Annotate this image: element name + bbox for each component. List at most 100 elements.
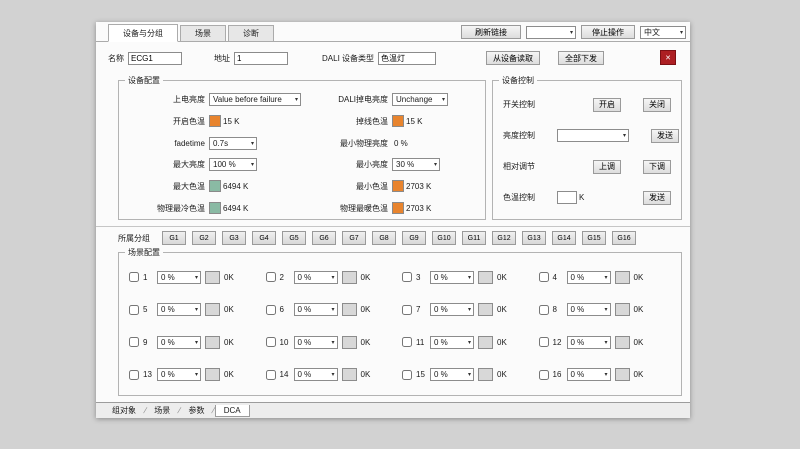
group-button-g13[interactable]: G13 bbox=[522, 231, 546, 245]
scene-brightness-dropdown[interactable]: 0 % ▾ bbox=[430, 368, 474, 382]
scene-colortemp-box[interactable] bbox=[341, 335, 357, 349]
send-brightness-button[interactable]: 发送 bbox=[651, 128, 679, 143]
scene-brightness-dropdown[interactable]: 0 % ▾ bbox=[157, 368, 201, 382]
group-button-g5[interactable]: G5 bbox=[282, 231, 306, 245]
send-all-button[interactable]: 全部下发 bbox=[558, 51, 605, 65]
fadetime-dropdown[interactable]: 0.7s ▾ bbox=[209, 136, 257, 150]
scene-checkbox[interactable] bbox=[538, 369, 549, 380]
scene-brightness-dropdown[interactable]: 0 % ▾ bbox=[157, 303, 201, 317]
scene-checkbox[interactable] bbox=[265, 304, 276, 315]
close-button[interactable]: ✕ bbox=[660, 50, 676, 65]
top-tab-strip: 设备与分组 场景 诊断 bbox=[96, 24, 690, 42]
bottom-tab-group-object[interactable]: 组对象 bbox=[112, 406, 136, 415]
scene-checkbox[interactable] bbox=[538, 337, 549, 348]
colortemp-input[interactable] bbox=[557, 191, 577, 204]
scene-row-13: 13 0 % ▾ 0K bbox=[129, 359, 266, 392]
scene-checkbox[interactable] bbox=[402, 369, 412, 380]
group-button-g15[interactable]: G15 bbox=[582, 231, 606, 245]
group-button-g3[interactable]: G3 bbox=[222, 231, 246, 245]
scene-brightness-dropdown[interactable]: 0 % ▾ bbox=[293, 270, 338, 284]
scene-colortemp-box[interactable] bbox=[341, 303, 357, 317]
group-button-g1[interactable]: G1 bbox=[162, 231, 186, 245]
scene-brightness-dropdown[interactable]: 0 % ▾ bbox=[430, 335, 474, 349]
scene-brightness-dropdown[interactable]: 0 % ▾ bbox=[430, 270, 474, 284]
device-type-input[interactable] bbox=[378, 51, 437, 65]
chevron-down-icon: ▾ bbox=[194, 339, 198, 346]
group-button-g10[interactable]: G10 bbox=[432, 231, 456, 245]
bottom-tab-dca[interactable]: DCA bbox=[214, 404, 250, 417]
scene-brightness-dropdown[interactable]: 0 % ▾ bbox=[157, 335, 201, 349]
group-button-g8[interactable]: G8 bbox=[372, 231, 396, 245]
scene-brightness-dropdown[interactable]: 0 % ▾ bbox=[293, 368, 338, 382]
scene-brightness-dropdown[interactable]: 0 % ▾ bbox=[566, 270, 611, 284]
scene-colortemp-box[interactable] bbox=[614, 270, 630, 284]
scene-colortemp-box[interactable] bbox=[614, 335, 630, 349]
language-dropdown[interactable]: 中文 ▾ bbox=[640, 25, 686, 39]
scene-checkbox[interactable] bbox=[265, 337, 276, 348]
scene-checkbox[interactable] bbox=[402, 304, 412, 315]
tab-scenes[interactable]: 场景 bbox=[180, 25, 226, 41]
scene-checkbox[interactable] bbox=[265, 369, 276, 380]
scene-colortemp-box[interactable] bbox=[205, 303, 220, 317]
group-button-g16[interactable]: G16 bbox=[612, 231, 636, 245]
scene-brightness-dropdown[interactable]: 0 % ▾ bbox=[293, 303, 338, 317]
group-button-g7[interactable]: G7 bbox=[342, 231, 366, 245]
scene-checkbox[interactable] bbox=[129, 304, 139, 315]
scene-brightness-dropdown[interactable]: 0 % ▾ bbox=[566, 368, 611, 382]
group-button-g14[interactable]: G14 bbox=[552, 231, 576, 245]
tab-devices-groups[interactable]: 设备与分组 bbox=[108, 24, 178, 42]
scene-colortemp-box[interactable] bbox=[205, 335, 220, 349]
bottom-tab-params[interactable]: 参数 bbox=[188, 406, 205, 415]
group-button-g4[interactable]: G4 bbox=[252, 231, 276, 245]
scene-colortemp-box[interactable] bbox=[478, 303, 493, 317]
scene-checkbox[interactable] bbox=[402, 272, 412, 283]
scene-colortemp-box[interactable] bbox=[205, 270, 220, 284]
brightness-control-dropdown[interactable]: ▾ bbox=[557, 129, 629, 142]
scene-colortemp-box[interactable] bbox=[341, 368, 357, 382]
refresh-connection-button[interactable]: 刷新链接 bbox=[461, 25, 521, 39]
scene-checkbox[interactable] bbox=[129, 337, 139, 348]
scene-colortemp-box[interactable] bbox=[205, 368, 220, 382]
scene-colortemp-box[interactable] bbox=[614, 368, 630, 382]
scene-checkbox[interactable] bbox=[129, 369, 139, 380]
max-brightness-dropdown[interactable]: 100 % ▾ bbox=[209, 158, 257, 172]
scene-row-16: 16 0 % ▾ 0K bbox=[538, 359, 676, 392]
on-button[interactable]: 开启 bbox=[593, 97, 621, 112]
stop-operation-button[interactable]: 停止操作 bbox=[581, 25, 635, 39]
poweron-brightness-dropdown[interactable]: Value before failure ▾ bbox=[209, 93, 301, 107]
scene-brightness-dropdown[interactable]: 0 % ▾ bbox=[566, 335, 611, 349]
scene-colortemp-box[interactable] bbox=[478, 270, 493, 284]
scene-checkbox[interactable] bbox=[538, 304, 549, 315]
name-input[interactable] bbox=[128, 51, 182, 65]
scene-colortemp-box[interactable] bbox=[341, 270, 357, 284]
scene-checkbox[interactable] bbox=[402, 337, 412, 348]
scene-brightness-dropdown[interactable]: 0 % ▾ bbox=[430, 303, 474, 317]
scene-brightness-dropdown[interactable]: 0 % ▾ bbox=[566, 303, 611, 317]
scene-colortemp-box[interactable] bbox=[614, 303, 630, 317]
scene-checkbox[interactable] bbox=[538, 272, 549, 283]
send-colortemp-button[interactable]: 发送 bbox=[643, 190, 671, 205]
scene-colortemp-box[interactable] bbox=[478, 368, 493, 382]
scene-brightness-dropdown[interactable]: 0 % ▾ bbox=[157, 270, 201, 284]
address-input[interactable] bbox=[234, 51, 288, 65]
scene-checkbox[interactable] bbox=[129, 272, 139, 283]
group-button-g11[interactable]: G11 bbox=[462, 231, 486, 245]
read-from-device-button[interactable]: 从设备读取 bbox=[486, 51, 541, 65]
adjust-down-button[interactable]: 下调 bbox=[643, 159, 671, 174]
adjust-up-button[interactable]: 上调 bbox=[593, 159, 621, 174]
off-button[interactable]: 关闭 bbox=[643, 97, 671, 112]
group-button-g12[interactable]: G12 bbox=[492, 231, 516, 245]
group-button-g6[interactable]: G6 bbox=[312, 231, 336, 245]
scene-checkbox[interactable] bbox=[265, 272, 276, 283]
bottom-tab-scene[interactable]: 场景 bbox=[154, 406, 171, 415]
group-button-g2[interactable]: G2 bbox=[192, 231, 216, 245]
scene-colortemp-box[interactable] bbox=[478, 335, 493, 349]
tab-diagnostics[interactable]: 诊断 bbox=[228, 25, 274, 41]
dali-powerfail-label: DALI掉电亮度 bbox=[338, 95, 388, 105]
switch-control-row: 开关控制 开启 关闭 bbox=[503, 97, 671, 112]
min-brightness-dropdown[interactable]: 30 % ▾ bbox=[392, 158, 440, 172]
dali-powerfail-dropdown[interactable]: Unchange ▾ bbox=[392, 93, 448, 107]
connection-dropdown[interactable]: ▾ bbox=[526, 25, 576, 39]
scene-brightness-dropdown[interactable]: 0 % ▾ bbox=[293, 335, 338, 349]
group-button-g9[interactable]: G9 bbox=[402, 231, 426, 245]
